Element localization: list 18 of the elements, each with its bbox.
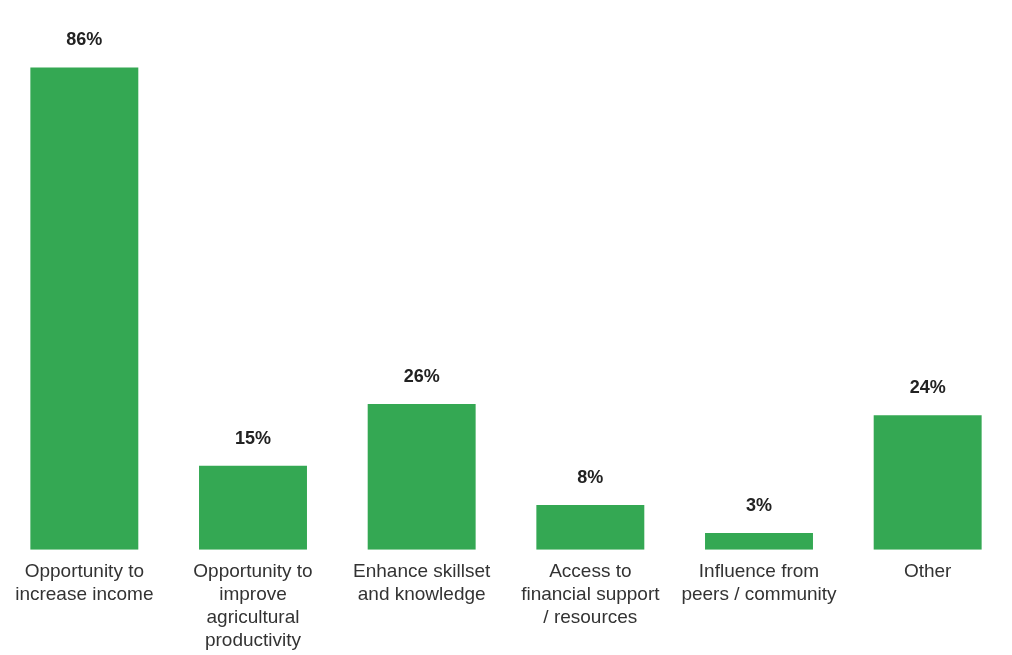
bar <box>873 415 982 550</box>
bar <box>705 532 813 550</box>
data-label: 24% <box>909 377 946 398</box>
x-tick-label: Access to financial support / resources <box>521 560 661 628</box>
data-label: 26% <box>403 365 440 386</box>
x-tick-label: Opportunity to improve agricultural productivity <box>193 560 313 650</box>
bar <box>536 504 645 550</box>
data-label: 15% <box>234 427 272 448</box>
data-label: 86% <box>66 29 103 50</box>
data-label: 3% <box>745 494 773 515</box>
x-tick-label: Other <box>903 560 953 582</box>
bar <box>30 67 139 550</box>
bar <box>199 465 307 550</box>
x-tick-label: Influence from peers / community <box>681 560 838 605</box>
x-tick-label: Enhance skillset and knowledge <box>353 560 492 605</box>
data-label: 8% <box>577 466 604 487</box>
x-tick-label: Opportunity to increase income <box>15 560 154 605</box>
bar <box>367 403 476 550</box>
